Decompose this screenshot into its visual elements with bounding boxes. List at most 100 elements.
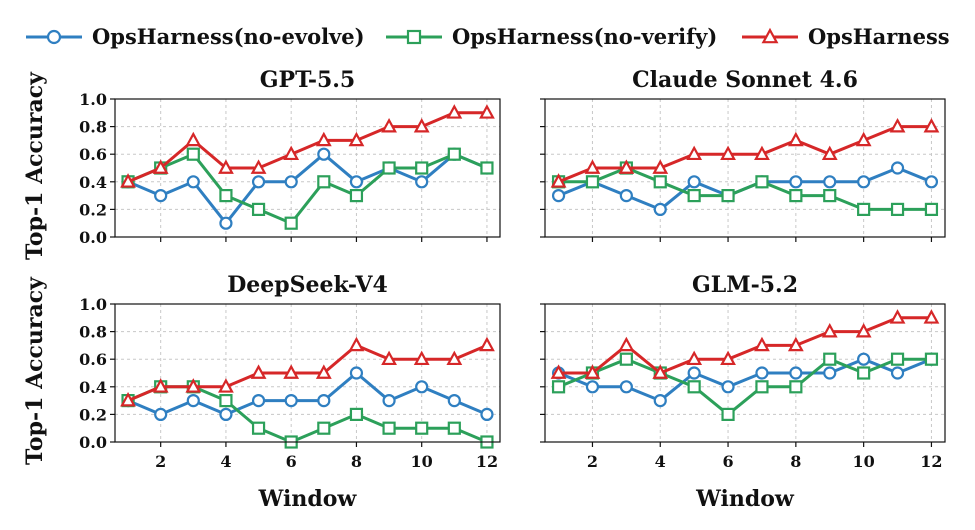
series	[550, 117, 940, 188]
data-point	[823, 175, 837, 189]
y-tick-label: 1.0	[79, 295, 107, 314]
data-point	[755, 175, 769, 189]
data-point	[720, 350, 736, 366]
y-tick-label: 0.0	[79, 433, 107, 452]
plot-frame	[114, 303, 501, 443]
data-point	[550, 364, 567, 379]
data-point	[551, 380, 566, 394]
data-point	[349, 189, 364, 203]
data-point	[250, 364, 267, 379]
y-tick-label: 0.4	[79, 173, 107, 192]
x-tick-label: 4	[220, 452, 231, 471]
data-point	[218, 378, 234, 393]
data-point	[152, 159, 169, 174]
data-point	[787, 336, 804, 352]
data-point	[754, 336, 770, 352]
series-line	[127, 152, 488, 225]
data-point	[120, 173, 136, 188]
data-point	[924, 202, 939, 216]
legend-label: OpsHarness(no-evolve)	[92, 24, 365, 49]
data-point	[755, 380, 769, 394]
data-point	[186, 175, 200, 189]
y-tick-label: 0.6	[79, 145, 107, 164]
data-point	[381, 350, 397, 366]
data-point	[821, 145, 838, 161]
data-point	[789, 189, 803, 203]
data-point	[185, 131, 202, 147]
data-point	[686, 350, 703, 366]
data-point	[250, 159, 267, 174]
series	[121, 366, 494, 421]
data-point	[480, 161, 494, 175]
data-point	[585, 175, 600, 189]
y-tick-label: 1.0	[79, 90, 107, 109]
plot-frame	[114, 98, 501, 238]
x-tick-label: 12	[476, 452, 498, 471]
y-tick-label: 0.6	[79, 350, 107, 369]
data-point	[152, 378, 169, 393]
legend-marker	[406, 29, 422, 45]
data-point	[721, 380, 735, 394]
series	[120, 104, 495, 188]
data-point	[924, 175, 939, 189]
series-line	[557, 125, 932, 184]
data-point	[479, 336, 495, 352]
legend-marker	[46, 29, 62, 45]
data-point	[923, 309, 940, 324]
x-tick-label: 10	[411, 452, 433, 471]
plot-frame	[544, 98, 946, 238]
data-point	[618, 159, 635, 174]
data-point	[720, 145, 736, 161]
data-point	[584, 159, 601, 174]
y-axis-label: Top-1 Accuracy	[22, 276, 48, 465]
series	[550, 309, 940, 379]
y-tick-label: 0.2	[79, 405, 107, 424]
y-tick-label: 0.8	[79, 118, 107, 137]
legend-label: OpsHarness	[808, 24, 950, 49]
data-point	[755, 366, 769, 380]
data-point	[218, 159, 234, 174]
legend-marker	[761, 27, 779, 44]
x-tick-label: 8	[351, 452, 362, 471]
data-point	[413, 350, 430, 366]
legend-label: OpsHarness(no-verify)	[452, 24, 717, 49]
data-point	[857, 366, 871, 380]
data-point	[447, 421, 461, 435]
data-point	[186, 147, 200, 161]
x-tick-label: 4	[655, 452, 666, 471]
data-point	[348, 131, 365, 147]
data-point	[890, 202, 905, 216]
data-point	[415, 421, 429, 435]
x-tick-label: 10	[853, 452, 875, 471]
panel-title: Claude Sonnet 4.6	[632, 67, 858, 93]
data-point	[349, 407, 364, 421]
x-axis-label: Window	[258, 486, 358, 512]
data-point	[619, 380, 633, 394]
plot-frame	[544, 303, 946, 443]
data-point	[652, 364, 669, 379]
data-point	[687, 366, 701, 380]
data-point	[446, 104, 463, 119]
legend-entry: OpsHarness(no-evolve)	[26, 24, 365, 49]
legend-entry: OpsHarness	[742, 24, 950, 49]
data-point	[415, 175, 429, 189]
data-point	[349, 175, 364, 189]
series-line	[127, 371, 488, 416]
data-point	[251, 202, 266, 216]
data-point	[857, 175, 871, 189]
x-tick-label: 8	[790, 452, 801, 471]
data-point	[551, 189, 566, 203]
data-point	[652, 159, 669, 174]
data-point	[550, 173, 567, 188]
data-point	[382, 421, 396, 435]
data-point	[789, 366, 803, 380]
panel-title: GLM-5.2	[692, 272, 798, 298]
data-point	[687, 189, 701, 203]
x-tick-label: 6	[286, 452, 297, 471]
legend: OpsHarness(no-evolve) OpsHarness(no-verif…	[26, 24, 950, 49]
data-point	[687, 175, 701, 189]
series	[120, 336, 495, 407]
data-point	[653, 175, 667, 189]
y-tick-label: 0.0	[79, 228, 107, 247]
data-point	[924, 352, 939, 366]
